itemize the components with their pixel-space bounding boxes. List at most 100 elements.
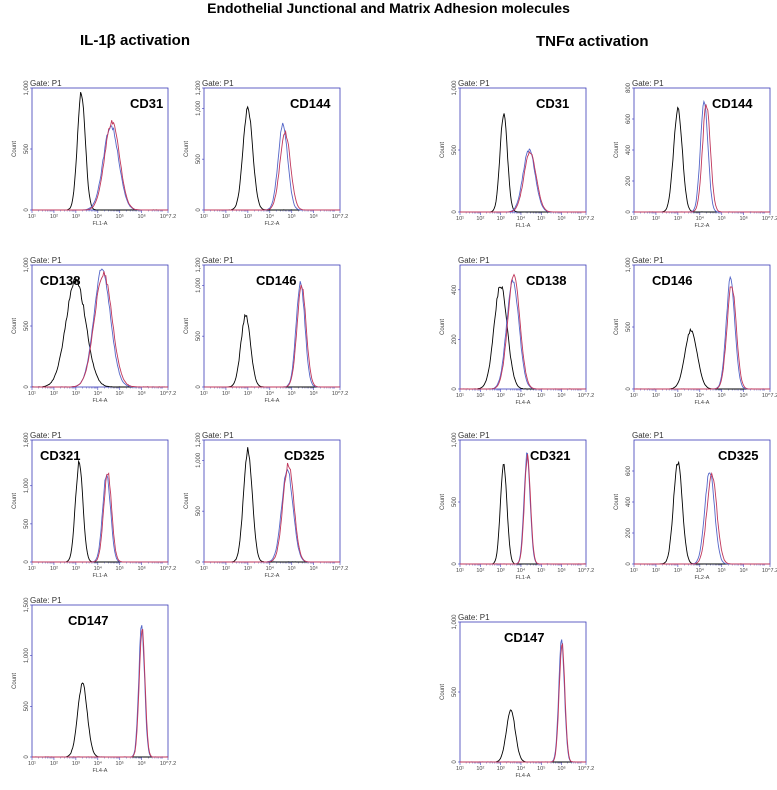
series-sample-red <box>633 286 770 390</box>
x-tick-label: 10⁶ <box>137 760 145 767</box>
x-tick-label: 10⁵ <box>116 565 124 572</box>
x-tick-label: 10⁵ <box>116 760 124 767</box>
y-tick-label: 500 <box>452 496 458 507</box>
gate-label: Gate: P1 <box>458 431 490 440</box>
x-tick-label: 10⁴ <box>94 213 103 220</box>
series-control <box>204 447 340 563</box>
x-tick-label: 10⁴ <box>266 390 275 397</box>
x-tick-label: 10^7.2 <box>762 216 777 222</box>
histogram-svg: Count 0 500 1,000 1,200 10¹ 10² 10³ 10⁴ 10⁵ 10⁶ 10^… <box>184 432 348 579</box>
x-tick-label: 10³ <box>674 568 682 574</box>
series-sample-blue <box>203 468 341 563</box>
y-tick-label: 1,000 <box>196 452 202 468</box>
marker-label: CD146 <box>256 273 297 288</box>
x-tick-label: 10² <box>652 216 660 222</box>
x-tick-label: 10⁵ <box>537 215 545 222</box>
x-axis-label: FL4-A <box>265 398 280 404</box>
x-tick-label: 10⁵ <box>288 390 296 397</box>
y-axis-label: Count <box>184 141 190 157</box>
gate-label: Gate: P1 <box>458 79 490 88</box>
column-title-tnfa: TNFα activation <box>536 33 649 50</box>
x-tick-label: 10⁵ <box>116 390 124 397</box>
series-control <box>204 105 340 211</box>
x-tick-label: 10³ <box>72 566 80 572</box>
x-tick-label: 10⁶ <box>557 567 565 574</box>
x-tick-label: 10³ <box>674 393 682 399</box>
gate-label: Gate: P1 <box>202 431 234 440</box>
x-tick-label: 10⁵ <box>288 565 296 572</box>
y-tick-label: 500 <box>452 686 458 697</box>
x-tick-label: 10³ <box>244 214 252 220</box>
y-tick-label: 0 <box>452 760 458 764</box>
x-tick-label: 10¹ <box>630 568 638 574</box>
x-tick-label: 10³ <box>497 766 505 772</box>
x-axis-label: FL1-A <box>93 573 108 579</box>
series-sample-red <box>204 284 341 388</box>
x-tick-label: 10² <box>50 391 58 397</box>
series-sample-red <box>460 642 587 763</box>
x-axis-label: FL4-A <box>93 768 108 774</box>
series-control <box>204 313 340 388</box>
histogram-panel: Gate: P1 Count 0 200 400 10¹ 10² 10³ 10⁴ 10⁵ 10⁶ 10… <box>438 256 598 407</box>
x-tick-label: 10⁴ <box>266 213 275 220</box>
series-sample-red <box>460 151 586 213</box>
y-axis-label: Count <box>12 318 18 334</box>
marker-label: CD31 <box>130 96 164 111</box>
x-tick-label: 10⁶ <box>137 390 145 397</box>
histogram-panel: Gate: P1 Count 0 200 400 600 800 10¹ 10² 10³ 10⁴ 10… <box>612 79 777 230</box>
x-tick-label: 10⁵ <box>288 213 296 220</box>
x-tick-label: 10² <box>476 766 484 772</box>
x-tick-label: 10⁴ <box>517 765 526 772</box>
y-tick-label: 200 <box>626 527 632 538</box>
x-tick-label: 10² <box>50 214 58 220</box>
y-axis-label: Count <box>12 493 18 509</box>
y-tick-label: 1,000 <box>24 257 30 273</box>
y-tick-label: 200 <box>626 175 632 186</box>
x-tick-label: 10² <box>222 214 230 220</box>
y-tick-label: 0 <box>452 210 458 214</box>
series-sample-red <box>459 454 586 565</box>
y-tick-label: 1,200 <box>196 257 202 273</box>
x-tick-label: 10⁶ <box>739 392 747 399</box>
y-axis-label: Count <box>440 494 446 510</box>
series-sample-red <box>32 271 169 388</box>
x-tick-label: 10⁶ <box>557 392 565 399</box>
y-tick-label: 500 <box>24 143 30 154</box>
series-sample-red <box>203 462 340 563</box>
x-tick-label: 10² <box>222 391 230 397</box>
y-axis-label: Count <box>12 673 18 689</box>
x-axis-label: FL2-A <box>695 575 710 581</box>
x-tick-label: 10^7.2 <box>160 391 176 397</box>
y-tick-label: 1,000 <box>24 647 30 663</box>
series-sample-red <box>634 104 771 213</box>
x-tick-label: 10³ <box>244 566 252 572</box>
series-control <box>460 113 586 213</box>
y-tick-label: 0 <box>196 385 202 389</box>
histogram-svg: Count 0 500 1,000 10¹ 10² 10³ 10⁴ 10⁵ 10⁶ 10^7.2 FL… <box>12 257 176 404</box>
histogram-panel: Gate: P1 Count 0 500 1,000 1,200 10¹ 10² 10³ 10⁴ 1… <box>182 79 352 228</box>
x-axis-label: FL2-A <box>695 223 710 229</box>
y-tick-label: 400 <box>626 496 632 507</box>
x-tick-label: 10¹ <box>200 391 208 397</box>
y-tick-label: 600 <box>626 465 632 476</box>
y-tick-label: 1,000 <box>452 432 458 448</box>
y-axis-label: Count <box>614 494 620 510</box>
y-tick-label: 0 <box>196 208 202 212</box>
gate-label: Gate: P1 <box>30 596 62 605</box>
x-tick-label: 10⁶ <box>309 390 317 397</box>
histogram-svg: Count 0 500 1,000 1,200 10¹ 10² 10³ 10⁴ 10⁵ 10⁶ 10^… <box>184 80 348 227</box>
histogram-svg: Count 0 500 1,000 10¹ 10² 10³ 10⁴ 10⁵ 10⁶ 10^7.2 FL… <box>440 80 594 229</box>
plot-frame <box>459 264 587 390</box>
x-tick-label: 10⁴ <box>94 565 103 572</box>
y-axis-label: Count <box>440 684 446 700</box>
x-tick-label: 10⁶ <box>309 565 317 572</box>
marker-label: CD147 <box>504 630 545 645</box>
y-tick-label: 0 <box>626 562 632 566</box>
x-tick-label: 10² <box>476 216 484 222</box>
x-tick-label: 10³ <box>244 391 252 397</box>
series-sample-blue <box>32 125 169 211</box>
x-tick-label: 10^7.2 <box>332 214 348 220</box>
y-tick-label: 1,500 <box>24 597 30 613</box>
y-tick-label: 500 <box>196 154 202 165</box>
